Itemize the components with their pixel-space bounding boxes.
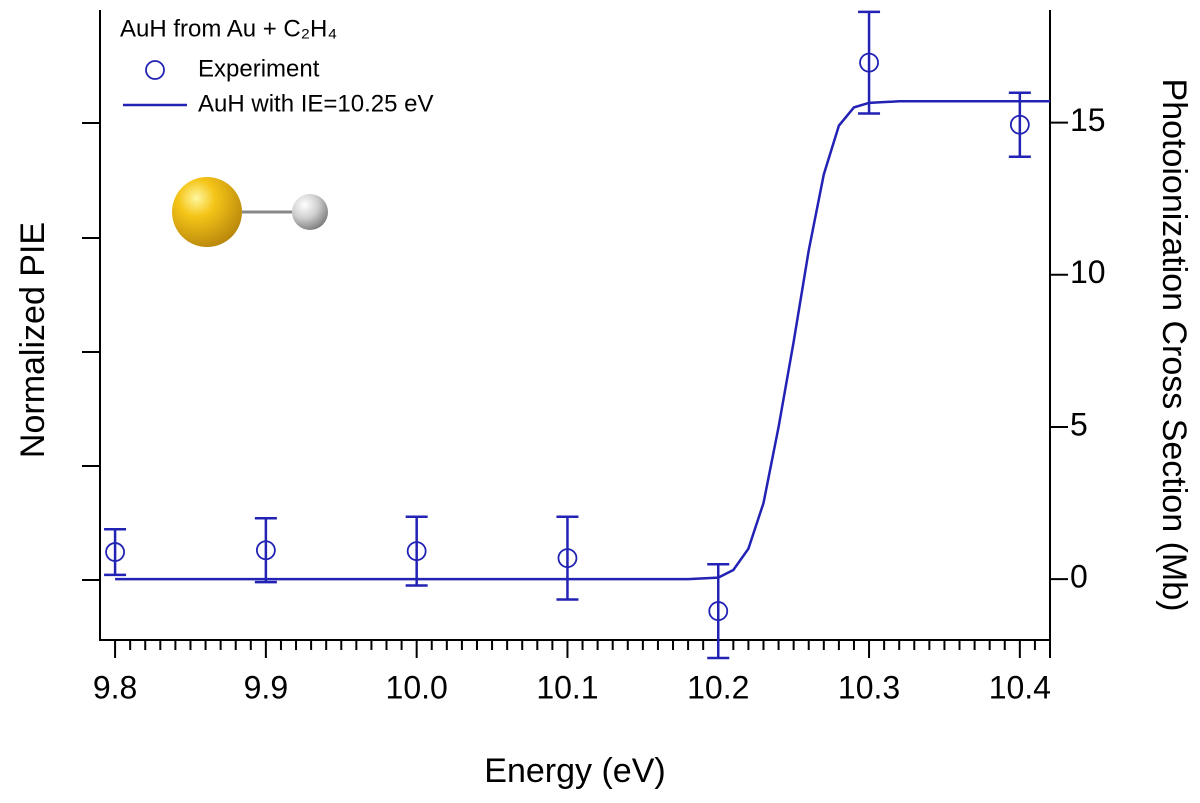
error-bar	[406, 517, 428, 586]
error-bar	[556, 517, 578, 600]
y-tick-label: 5	[1070, 406, 1088, 442]
chart: Normalized PIE Photoionization Cross Sec…	[0, 0, 1200, 803]
legend-title: AuH from Au + C₂H₄	[120, 15, 337, 42]
legend-label: AuH with IE=10.25 eV	[198, 90, 433, 117]
hydrogen-atom	[292, 194, 328, 230]
x-tick-label: 10.4	[989, 669, 1051, 705]
left-ticks	[82, 123, 100, 580]
y-axis-label: Normalized PIE	[14, 222, 52, 458]
legend-label: Experiment	[198, 55, 320, 82]
y-tick-label: 15	[1070, 102, 1106, 138]
model-curve	[115, 101, 1050, 579]
x-axis-label: Energy (eV)	[484, 752, 665, 790]
x-tick-label: 9.9	[244, 669, 288, 705]
y2-axis-label: Photoionization Cross Section (Mb)	[1155, 79, 1193, 612]
legend-marker	[146, 61, 164, 79]
gold-atom	[172, 177, 242, 247]
y-tick-label: 0	[1070, 559, 1088, 595]
error-bar	[104, 529, 126, 575]
x-tick-label: 10.2	[687, 669, 749, 705]
y-tick-label: 10	[1070, 254, 1106, 290]
x-tick-label: 10.0	[386, 669, 448, 705]
x-tick-label: 9.8	[93, 669, 137, 705]
molecule-icon	[172, 177, 328, 247]
x-tick-label: 10.1	[536, 669, 598, 705]
error-bar	[858, 12, 880, 114]
error-bar	[255, 518, 277, 582]
x-tick-label: 10.3	[838, 669, 900, 705]
